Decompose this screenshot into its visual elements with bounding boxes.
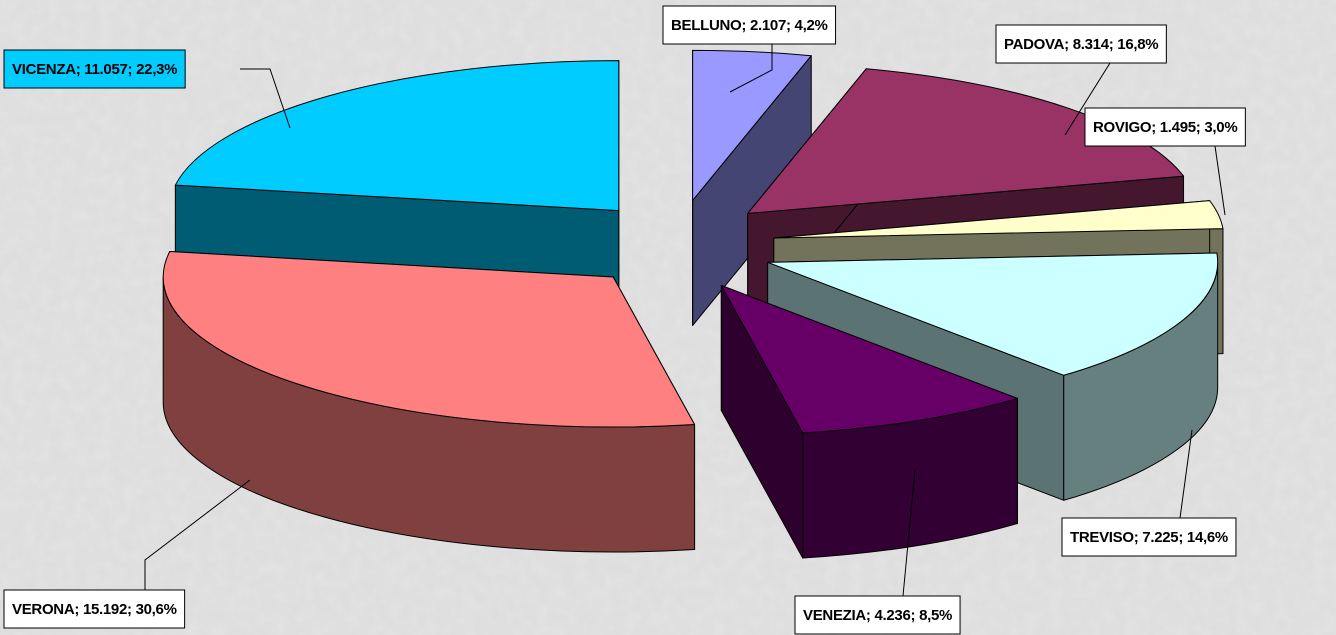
data-label: BELLUNO; 2.107; 4,2% <box>671 17 828 34</box>
label-box <box>3 589 186 629</box>
label-box <box>662 5 837 45</box>
labels: BELLUNO; 2.107; 4,2% PADOVA; 8.314; 16,8%… <box>3 5 1246 635</box>
leader-line <box>729 44 773 93</box>
data-label: VICENZA; 11.057; 22,3% <box>12 61 177 78</box>
data-label: ROVIGO; 1.495; 3,0% <box>1093 119 1237 136</box>
leader-line <box>1179 429 1193 519</box>
data-label: VENEZIA; 4.236; 8,5% <box>803 607 952 624</box>
data-label: VERONA; 15.192; 30,6% <box>12 601 177 618</box>
label-box <box>1084 107 1246 147</box>
slice-top <box>174 60 620 212</box>
slice-top <box>162 250 696 428</box>
leader-line <box>144 479 251 590</box>
leader-line <box>1064 62 1111 136</box>
slice-top <box>692 49 812 201</box>
label-box <box>1061 517 1237 557</box>
leader-line <box>902 469 916 597</box>
leader-line <box>1214 145 1226 216</box>
leader-line <box>240 68 291 129</box>
data-label: TREVISO; 7.225; 14,6% <box>1070 529 1228 546</box>
label-box <box>3 49 186 89</box>
label-box <box>995 24 1167 64</box>
slice-top <box>773 200 1224 239</box>
pie <box>162 49 1224 559</box>
slice-top <box>747 68 1185 214</box>
slice-top <box>720 285 1018 434</box>
label-box <box>794 595 961 635</box>
data-label: PADOVA; 8.314; 16,8% <box>1004 36 1158 53</box>
slice-top <box>767 252 1219 376</box>
